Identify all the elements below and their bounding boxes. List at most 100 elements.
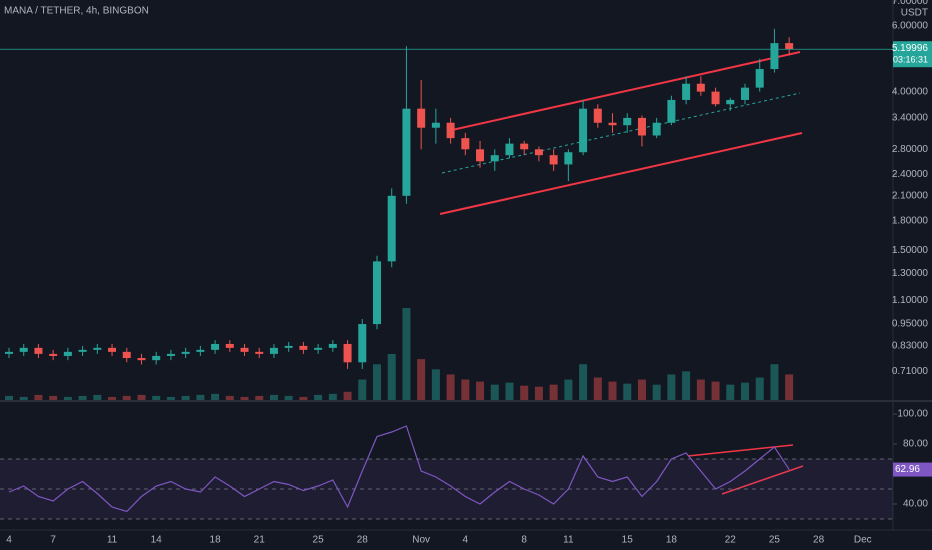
candle-body — [108, 347, 117, 352]
candle-body — [122, 351, 131, 359]
x-tick-label: 11 — [563, 535, 574, 546]
volume-bar — [93, 394, 102, 400]
candle-body — [490, 155, 499, 162]
last-price-box — [893, 41, 932, 68]
volume-bar — [770, 364, 779, 400]
candle-body — [770, 43, 779, 70]
candle-body — [93, 347, 102, 350]
x-tick-label: Dec — [854, 535, 872, 546]
last-price-label: 5.19996 — [892, 43, 929, 54]
x-tick-label: 22 — [725, 535, 737, 546]
candle-body — [152, 355, 161, 361]
volume-bar — [520, 385, 529, 400]
volume-bar — [240, 396, 249, 400]
volume-bar — [211, 393, 220, 400]
candle-body — [5, 351, 13, 354]
x-tick-label: 14 — [151, 535, 163, 546]
volume-bar — [152, 395, 161, 400]
rsi-line — [8, 425, 790, 513]
y-tick-label: 1.50000 — [892, 245, 929, 256]
x-tick-label: 28 — [357, 535, 369, 546]
candle-body — [711, 91, 720, 105]
channel-middle — [441, 92, 801, 174]
symbol-title: MANA / TETHER, 4h, BINGBON — [4, 6, 149, 17]
volume-bar — [534, 386, 543, 400]
y-tick-label: 2.80000 — [892, 144, 929, 155]
volume-bar — [667, 374, 676, 400]
volume-bar — [682, 371, 691, 400]
rsi-trend-top — [687, 444, 794, 457]
x-tick-label: 11 — [107, 535, 118, 546]
volume-bar — [476, 381, 485, 400]
x-tick-label: 8 — [521, 535, 527, 546]
y-tick-label: 0.83000 — [892, 341, 929, 352]
y-tick-label: 7.00000 — [892, 0, 929, 7]
candle-body — [564, 152, 573, 165]
x-tick-label: Nov — [412, 535, 430, 546]
candle-body — [623, 117, 632, 126]
volume-bar — [34, 394, 43, 400]
volume-bar — [299, 396, 308, 400]
candle-body — [402, 108, 411, 196]
volume-bar — [461, 379, 470, 400]
volume-bar — [314, 394, 323, 400]
rsi-trend-bottom — [721, 465, 804, 495]
candle-body — [137, 358, 146, 361]
candle-body — [328, 343, 337, 348]
volume-bar — [358, 379, 367, 400]
volume-bar — [579, 364, 588, 400]
rsi-value-box — [893, 462, 932, 477]
y-tick-label: 100.00 — [897, 409, 928, 420]
candle-body — [225, 343, 234, 348]
volume-bar — [137, 394, 146, 400]
volume-bar — [108, 396, 117, 400]
y-tick-label: 6.00000 — [892, 21, 929, 32]
candle-body — [461, 138, 470, 150]
x-tick-label: 7 — [50, 535, 56, 546]
y-tick-label: 40.00 — [903, 499, 928, 510]
volume-bar — [564, 379, 573, 400]
volume-bar — [343, 391, 352, 400]
candle-body — [579, 108, 588, 153]
volume-bar — [623, 383, 632, 400]
y-tick-label: 2.40000 — [892, 169, 929, 180]
x-tick-label: 15 — [622, 535, 634, 546]
candle-body — [637, 117, 646, 136]
volume-bar — [446, 374, 455, 400]
candle-body — [166, 353, 175, 356]
candle-body — [314, 347, 323, 350]
candle-body — [593, 108, 602, 123]
candles — [5, 28, 794, 400]
y-tick-label: 1.10000 — [892, 295, 929, 306]
candle-body — [549, 155, 558, 165]
candle-body — [196, 349, 205, 352]
candle-body — [284, 345, 293, 348]
volume-bar — [5, 395, 13, 400]
candle-body — [387, 195, 396, 262]
volume-bar — [284, 395, 293, 400]
candle-body — [34, 347, 43, 354]
x-tick-label: 28 — [813, 535, 825, 546]
volume-bar — [696, 379, 705, 400]
candle-body — [269, 347, 278, 354]
candle-body — [78, 349, 87, 352]
candle-body — [49, 353, 58, 356]
y-tick-label: 1.30000 — [892, 268, 929, 279]
volume-bar — [431, 369, 440, 400]
candle-body — [652, 122, 661, 136]
volume-bar — [78, 395, 87, 400]
volume-bar — [637, 379, 646, 400]
volume-bar — [608, 381, 617, 400]
candle-body — [726, 99, 735, 105]
countdown-label: 03:16:31 — [893, 55, 928, 65]
y-tick-label: 0.71000 — [892, 366, 929, 377]
volume-bar — [181, 395, 190, 400]
volume-bar — [711, 381, 720, 400]
candle-body — [373, 261, 381, 325]
volume-bar — [19, 396, 28, 400]
x-tick-label: 25 — [769, 535, 781, 546]
candle-body — [696, 83, 705, 92]
candle-body — [63, 351, 72, 356]
rsi-value-label: 62.96 — [895, 464, 920, 475]
candle-body — [667, 99, 676, 123]
